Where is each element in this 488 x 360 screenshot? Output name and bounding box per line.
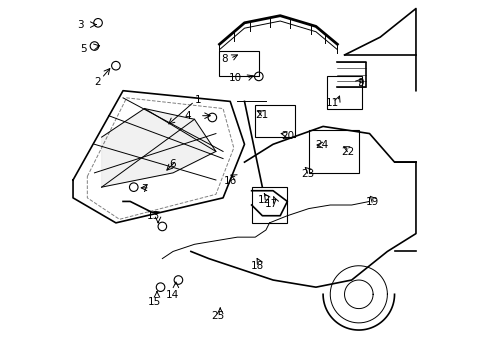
Text: 14: 14 [165, 290, 179, 300]
Text: 18: 18 [250, 261, 263, 271]
Text: 7: 7 [141, 184, 147, 194]
Text: 25: 25 [211, 311, 224, 321]
Text: 20: 20 [280, 131, 293, 141]
Text: 12: 12 [257, 195, 270, 204]
Text: 9: 9 [357, 78, 363, 88]
Text: 16: 16 [224, 176, 237, 186]
Text: 1: 1 [194, 95, 201, 105]
Bar [326, 76, 362, 109]
Text: 23: 23 [301, 168, 314, 179]
Text: 19: 19 [365, 197, 378, 207]
Text: 2: 2 [95, 77, 101, 87]
Bar [308, 130, 358, 173]
Text: 24: 24 [315, 140, 328, 150]
Bar [219, 51, 258, 76]
Text: 22: 22 [341, 147, 354, 157]
Text: 13: 13 [146, 211, 160, 221]
Text: 11: 11 [325, 98, 338, 108]
Polygon shape [102, 109, 216, 187]
Text: 10: 10 [228, 73, 242, 83]
Bar [255, 105, 294, 137]
Bar [251, 187, 287, 223]
Text: 6: 6 [169, 159, 176, 169]
Text: 21: 21 [255, 110, 268, 120]
Text: 15: 15 [147, 297, 161, 307]
Text: 17: 17 [264, 199, 277, 209]
Text: 5: 5 [80, 44, 87, 54]
Text: 8: 8 [221, 54, 228, 64]
Text: 3: 3 [77, 19, 83, 30]
Text: 4: 4 [183, 111, 190, 121]
